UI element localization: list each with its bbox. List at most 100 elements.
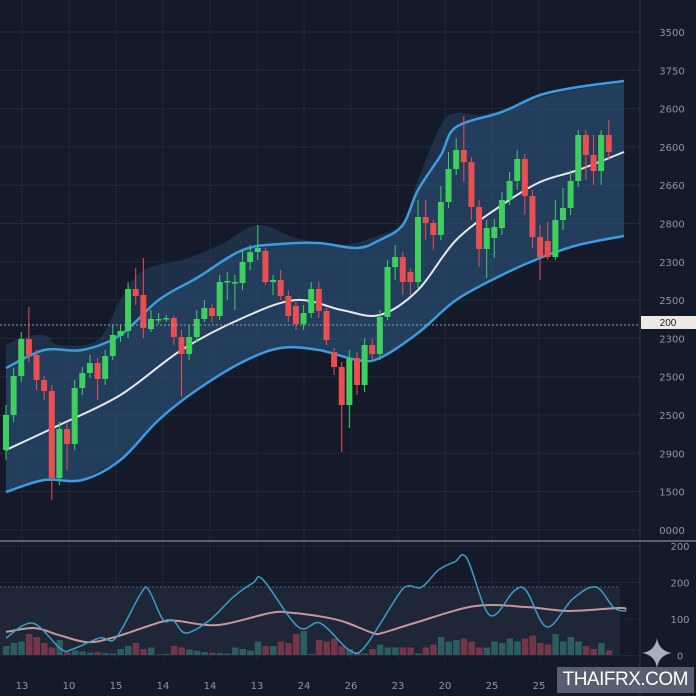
candle-bearish [430, 220, 437, 250]
time-axis[interactable]: 13 10 15 14 14 13 24 26 23 20 25 25 [16, 681, 546, 692]
candle-bullish [224, 272, 231, 300]
candle-body [178, 337, 185, 354]
volume-bar [506, 638, 514, 655]
candle-body [575, 135, 582, 181]
candle-body [64, 429, 71, 444]
indicator-tick-label: 0 [677, 652, 683, 663]
volume-bar [376, 644, 384, 655]
volume-bar [559, 641, 567, 655]
candle-bearish [537, 225, 544, 280]
candle-body [300, 313, 307, 324]
volume-bar [109, 653, 117, 655]
volume-bar [430, 644, 437, 655]
candle-bullish [270, 275, 277, 295]
volume-bar [48, 647, 56, 655]
candle-bullish [445, 152, 452, 208]
candle-bearish [41, 376, 48, 400]
time-tick-label: 24 [298, 681, 311, 692]
volume-bar [422, 647, 430, 655]
volume-bar [468, 641, 475, 655]
candle-body [445, 169, 452, 202]
candle-bullish [3, 405, 9, 460]
volume-bar [285, 643, 292, 655]
volume-bar [163, 654, 170, 655]
candle-bearish [315, 282, 322, 318]
candle-body [270, 280, 277, 282]
candle-bullish [147, 310, 154, 332]
candle-body [460, 150, 467, 162]
candle-bearish [605, 120, 612, 160]
volume-bar [300, 631, 308, 655]
candle-bullish [71, 380, 78, 450]
candle-bearish [353, 352, 360, 395]
volume-bar [239, 649, 247, 655]
candle-body [567, 181, 574, 208]
candle-body [323, 311, 330, 340]
lower-band-line [5, 234, 625, 494]
candle-body [422, 217, 429, 223]
candle-bearish [331, 348, 338, 375]
time-tick-label: 23 [392, 681, 405, 692]
candle-bearish [170, 316, 177, 345]
candle-body [598, 135, 605, 171]
candle-body [544, 241, 551, 257]
volume-bar [178, 647, 185, 655]
price-tick-label: 2800 [659, 220, 684, 231]
candle-body [147, 319, 154, 329]
candle-bullish [102, 350, 109, 385]
volume-bar [567, 637, 575, 655]
indicator-pane [0, 553, 627, 655]
candle-bullish [201, 300, 208, 322]
candle-body [109, 335, 116, 356]
volume-bar [125, 646, 132, 655]
candle-body [384, 267, 391, 317]
candle-body [605, 135, 612, 152]
volume-bar [529, 635, 536, 655]
candle-body [102, 356, 109, 379]
price-tick-label: 3750 [659, 66, 684, 77]
candle-body [353, 358, 360, 385]
volume-bar [346, 649, 353, 655]
volume-bar [216, 653, 224, 655]
candle-body [552, 220, 559, 257]
volume-bar [147, 647, 155, 655]
candle-bullish [346, 350, 353, 428]
candle-body [3, 415, 9, 450]
candle-bearish [209, 304, 216, 322]
volume-bar [415, 653, 422, 655]
price-tick-label: 2500 [659, 373, 684, 384]
candle-body [25, 339, 32, 355]
volume-bar [3, 646, 10, 655]
candle-bearish [323, 308, 330, 345]
candle-bullish [216, 275, 223, 320]
candle-body [262, 251, 269, 282]
candle-body [140, 295, 147, 328]
volume-bar [193, 650, 201, 655]
time-tick-label: 13 [16, 681, 29, 692]
volume-bar [521, 638, 529, 655]
candle-bullish [552, 200, 559, 260]
candle-bullish [109, 325, 116, 360]
price-tick-label: 2500 [659, 411, 684, 422]
volume-bar [605, 650, 613, 655]
candle-body [71, 388, 78, 444]
candle-body [590, 155, 597, 171]
price-axis[interactable]: 3500 3750 2600 2600 2660 2800 2300 2500 2300 2500… [659, 28, 684, 537]
time-tick-label: 25 [486, 681, 499, 692]
candle-body [155, 319, 162, 321]
candle-bullish [514, 150, 521, 190]
middle-band-line [5, 151, 625, 451]
volume-bar [399, 647, 407, 655]
candle-body [369, 345, 376, 354]
candle-bullish [231, 275, 238, 310]
candle-body [338, 367, 345, 405]
volume-bar [445, 641, 453, 655]
candle-body [247, 252, 254, 262]
candle-body [94, 363, 101, 379]
price-tick-label: 0000 [659, 526, 684, 537]
candle-body [521, 159, 528, 196]
indicator-axis: 200 200 100 0 [670, 542, 689, 663]
time-tick-label: 25 [533, 681, 546, 692]
candle-body [163, 318, 170, 320]
